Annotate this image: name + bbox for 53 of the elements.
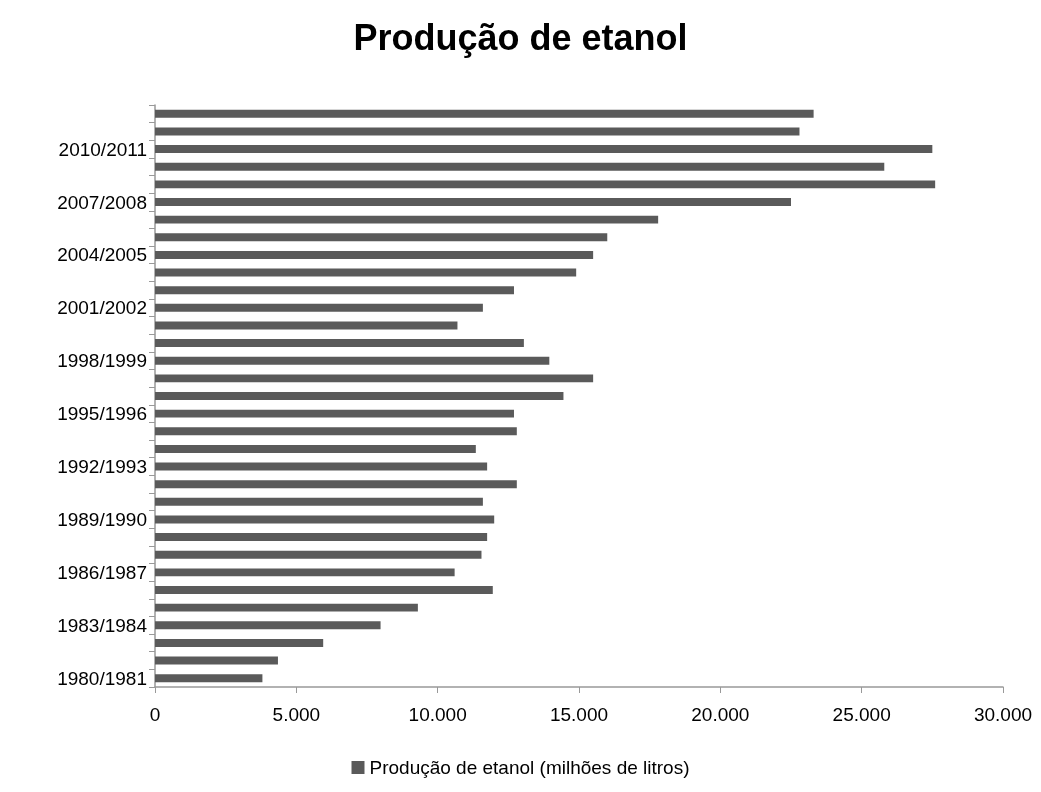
bar (155, 127, 800, 136)
bar (155, 550, 482, 559)
bar (155, 603, 418, 612)
y-tick-label: 1989/1990 (57, 508, 147, 530)
x-tick-label: 5.000 (272, 704, 321, 725)
y-tick-label: 1983/1984 (57, 614, 148, 636)
bar (155, 638, 324, 647)
bar (155, 621, 381, 630)
bar (155, 444, 476, 453)
y-tick-label: 1980/1981 (57, 667, 147, 689)
bar (155, 250, 594, 259)
bar (155, 145, 933, 154)
bar (155, 392, 564, 400)
bar (155, 480, 517, 489)
bar (155, 303, 483, 312)
x-tick-label: 15.000 (549, 704, 609, 725)
bar (155, 215, 659, 224)
bar (155, 515, 495, 524)
x-tick-label: 20.000 (691, 704, 750, 725)
bar (155, 321, 458, 330)
bar (155, 109, 814, 118)
y-tick-label: 2007/2008 (57, 191, 147, 213)
y-tick-label: 1992/1993 (57, 456, 147, 478)
bar (155, 586, 493, 594)
bar (155, 409, 514, 418)
chart-title: Produção de etanol (353, 16, 688, 58)
bar (155, 339, 524, 348)
bar (155, 286, 514, 295)
bar (155, 656, 278, 665)
legend-label: Produção de etanol (milhões de litros) (369, 757, 690, 778)
bar (155, 497, 483, 506)
bar (155, 427, 517, 436)
bar (155, 462, 488, 471)
bar (155, 568, 455, 577)
bar (155, 233, 608, 242)
bar (155, 533, 488, 542)
y-tick-label: 2004/2005 (57, 244, 147, 266)
y-tick-label: 1986/1987 (57, 561, 147, 583)
x-tick-label: 0 (149, 704, 161, 725)
y-tick-label: 1998/1999 (57, 350, 147, 372)
bar (155, 674, 263, 683)
bar (155, 180, 936, 189)
y-tick-label: 1995/1996 (57, 403, 147, 425)
bar (155, 198, 791, 206)
bar (155, 356, 550, 365)
bar (155, 374, 594, 383)
bar (155, 268, 577, 277)
x-tick-label: 25.000 (832, 704, 891, 725)
bar (155, 162, 885, 171)
y-tick-label: 2010/2011 (58, 138, 147, 160)
x-tick-label: 10.000 (408, 704, 467, 725)
x-tick-label: 30.000 (973, 704, 1033, 725)
y-tick-label: 2001/2002 (57, 297, 147, 319)
